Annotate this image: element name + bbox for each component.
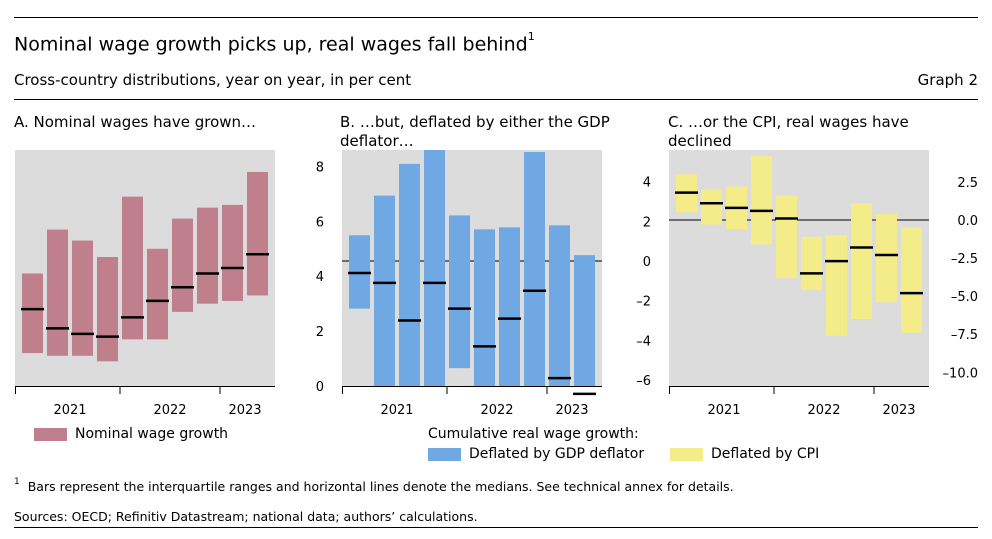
panel-c-title: C. …or the CPI, real wages have declined	[668, 113, 909, 150]
iqr-bar	[424, 150, 445, 386]
top-rule	[14, 17, 978, 18]
iqr-bar	[222, 204, 243, 301]
legend-label-gdp: Deflated by GDP deflator	[469, 446, 645, 462]
iqr-bar	[474, 229, 495, 386]
chart-subtitle: Cross-country distributions, year on yea…	[14, 71, 412, 89]
panel-c-chart: 2021 2022 2023 –10.0 –7.5 –5.0 –2.5 0.0 2.5	[669, 150, 978, 418]
iqr-bar	[751, 156, 772, 245]
iqr-bar	[549, 225, 570, 386]
iqr-bar	[499, 227, 520, 386]
x-tick-label: 2021	[707, 403, 740, 418]
iqr-bar	[524, 151, 545, 386]
chart-title: Nominal wage growth picks up, real wages…	[14, 30, 535, 56]
x-tick-label: 2021	[380, 403, 413, 418]
x-tick-label: 2023	[228, 403, 261, 418]
iqr-bar	[247, 171, 268, 296]
iqr-bar	[197, 207, 218, 304]
iqr-bar	[776, 195, 797, 278]
y-tick-label: –5.0	[951, 290, 978, 305]
graph-label: Graph 2	[917, 71, 978, 89]
title-footnote-mark: 1	[527, 30, 535, 43]
x-tick-label: 2022	[153, 403, 186, 418]
y-tick-label: 0.0	[957, 214, 978, 229]
footnote: 1 Bars represent the interquartile ranges…	[14, 477, 734, 495]
panel-a-chart: 2021 2022 2023 0 2 4 6 8	[15, 150, 324, 418]
footnote-text: Bars represent the interquartile ranges …	[27, 479, 734, 495]
iqr-bar	[449, 215, 470, 369]
iqr-bar	[876, 213, 897, 303]
y-tick-label: –7.5	[951, 328, 978, 343]
legend-label-cpi: Deflated by CPI	[711, 446, 820, 462]
iqr-bar	[122, 196, 143, 340]
panel-b-title: B. …but, deflated by either the GDP defl…	[340, 113, 610, 150]
header-rule	[14, 99, 978, 100]
iqr-bar	[147, 248, 168, 340]
iqr-bar	[22, 273, 43, 354]
panel-a-title: A. Nominal wages have grown…	[14, 113, 257, 131]
iqr-bar	[851, 203, 872, 320]
legend-label-nominal: Nominal wage growth	[75, 426, 229, 442]
legend-swatch-cpi	[670, 447, 703, 461]
iqr-bar	[72, 240, 93, 356]
legend-item-nominal: Nominal wage growth	[34, 426, 228, 442]
y-tick-label: 2	[643, 215, 651, 230]
iqr-bar	[901, 227, 922, 333]
y-tick-label: –6	[636, 374, 651, 389]
legend-item-gdp: Deflated by GDP deflator	[428, 446, 644, 462]
y-tick-label: 6	[316, 215, 324, 230]
iqr-bar	[47, 229, 68, 356]
y-tick-label: –2.5	[951, 252, 978, 267]
iqr-bar	[374, 195, 395, 386]
legend-heading: Cumulative real wage growth:	[428, 426, 639, 442]
bottom-rule	[14, 527, 978, 528]
y-tick-label: 8	[316, 160, 324, 175]
y-tick-label: –10.0	[943, 366, 978, 381]
y-tick-label: 0	[643, 255, 651, 270]
x-tick-label: 2023	[555, 403, 588, 418]
y-tick-label: –4	[636, 334, 651, 349]
sources: Sources: OECD; Refinitiv Datastream; nat…	[14, 509, 478, 524]
legend-swatch-nominal	[34, 427, 67, 441]
legend-heading-text: Cumulative real wage growth:	[428, 426, 639, 442]
y-tick-label: 2.5	[957, 176, 978, 191]
y-tick-label: 4	[316, 270, 324, 285]
x-tick-label: 2022	[807, 403, 840, 418]
y-tick-label: 2	[316, 325, 324, 340]
legend-swatch-gdp	[428, 447, 461, 461]
iqr-bar	[97, 257, 118, 362]
legend-item-cpi: Deflated by CPI	[670, 446, 819, 462]
iqr-bar	[826, 235, 847, 336]
iqr-bar	[399, 163, 420, 386]
x-tick-label: 2022	[480, 403, 513, 418]
panel-b-chart: 2021 2022 2023 –6 –4 –2 0 2 4	[342, 150, 651, 418]
iqr-bar	[574, 255, 595, 386]
footnote-mark: 1	[14, 477, 20, 487]
x-tick-label: 2023	[882, 403, 915, 418]
iqr-bar	[801, 236, 822, 291]
y-tick-label: 4	[643, 176, 651, 191]
iqr-bar	[701, 189, 722, 225]
y-tick-label: 0	[316, 380, 324, 395]
iqr-bar	[172, 218, 193, 312]
y-tick-label: –2	[636, 295, 651, 310]
x-tick-label: 2021	[53, 403, 86, 418]
